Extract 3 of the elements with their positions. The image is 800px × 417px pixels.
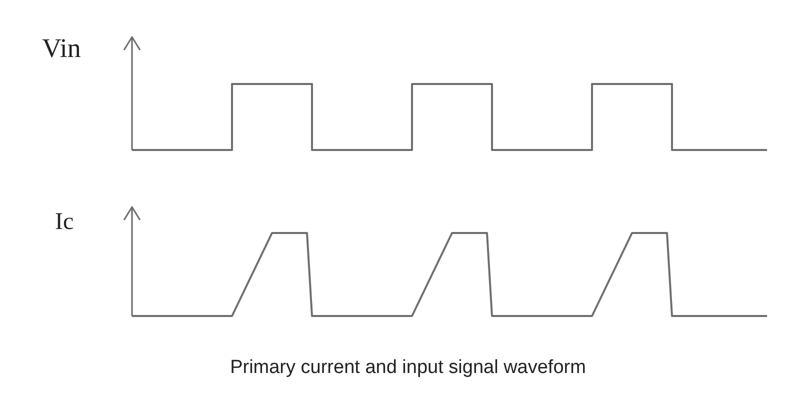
text: Primary current and input signal waveform: [230, 357, 586, 378]
y-axis-title: Vin: [42, 33, 82, 63]
y-axis-title: Ic: [55, 209, 74, 235]
